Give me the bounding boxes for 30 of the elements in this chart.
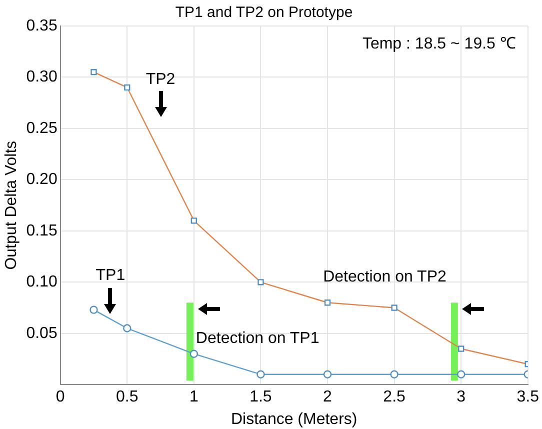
x-tick-label: 3.5 <box>516 388 540 406</box>
x-axis-title: Distance (Meters) <box>230 410 358 428</box>
annotation: Temp : 18.5 ~ 19.5 ℃ <box>362 35 516 52</box>
point <box>390 370 398 378</box>
point <box>190 350 198 358</box>
x-tick-label: 0 <box>56 388 65 406</box>
point <box>456 370 466 378</box>
y-tick-label: 0.35 <box>26 17 58 34</box>
x-tick-label: 1 <box>189 388 198 406</box>
y-tick-label: 0.10 <box>26 274 58 291</box>
y-tick-label: 0.25 <box>26 120 58 137</box>
chart-title: TP1 and TP2 on Prototype <box>175 4 353 22</box>
x-tick-label: 2 <box>323 388 332 406</box>
ref-line-label: Detection on TP1 <box>196 330 320 347</box>
x-tick-label: 0.5 <box>116 388 138 406</box>
point <box>90 306 98 314</box>
ref-line-label: Detection on TP2 <box>323 268 446 286</box>
point <box>256 370 265 378</box>
y-tick-label: 0.05 <box>26 324 58 342</box>
x-tick-label: 2.5 <box>383 388 406 406</box>
series-label: TP2 <box>146 70 176 88</box>
y-axis-title: Output Delta Volts <box>3 140 20 270</box>
y-tick-label: 0.15 <box>26 222 58 240</box>
series-label: TP1 <box>96 267 126 284</box>
point <box>123 324 132 332</box>
y-tick-label: 0.30 <box>26 68 58 86</box>
x-tick-label: 3 <box>456 388 466 406</box>
y-tick-label: 0.20 <box>26 171 58 188</box>
x-tick-label: 1.5 <box>250 388 272 406</box>
point <box>323 370 332 378</box>
